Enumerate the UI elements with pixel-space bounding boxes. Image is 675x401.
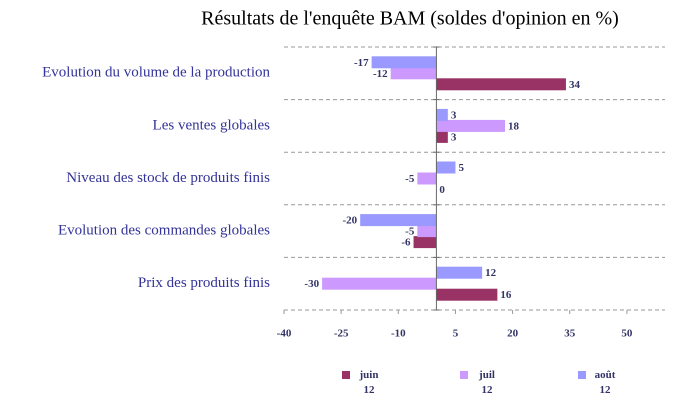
bar bbox=[413, 236, 437, 249]
bar bbox=[436, 78, 566, 91]
category-label: Evolution des commandes globales bbox=[58, 223, 270, 239]
x-tick-label: 50 bbox=[621, 328, 633, 340]
value-label: -30 bbox=[304, 278, 319, 290]
legend-item: juil 12 bbox=[460, 368, 500, 398]
x-tick-label: 35 bbox=[564, 328, 576, 340]
value-label: 12 bbox=[485, 267, 497, 279]
value-label: 3 bbox=[451, 109, 457, 121]
value-label: -17 bbox=[354, 57, 369, 69]
bar bbox=[436, 130, 448, 143]
value-label: -12 bbox=[373, 68, 388, 80]
bar bbox=[371, 56, 437, 69]
value-label: -5 bbox=[405, 173, 415, 185]
legend-swatch bbox=[578, 371, 586, 379]
value-label: 5 bbox=[458, 162, 464, 174]
legend-item: juin 12 bbox=[342, 368, 382, 398]
legend-label: juil 12 bbox=[479, 369, 495, 396]
legend-label: juin 12 bbox=[359, 369, 379, 396]
bar bbox=[436, 119, 505, 132]
x-tick-label: -25 bbox=[334, 328, 349, 340]
x-tick-label: -40 bbox=[277, 328, 292, 340]
bar bbox=[417, 172, 437, 185]
legend-item: août 12 bbox=[578, 368, 618, 398]
x-tick-label: -10 bbox=[391, 328, 406, 340]
x-tick-label: 20 bbox=[507, 328, 519, 340]
value-label: 3 bbox=[451, 131, 457, 143]
bar bbox=[436, 288, 498, 301]
bar bbox=[322, 277, 437, 290]
value-label: -6 bbox=[401, 237, 411, 249]
category-label: Evolution du volume de la production bbox=[42, 65, 270, 81]
bar bbox=[360, 214, 437, 227]
category-label: Niveau des stock de produits finis bbox=[66, 170, 270, 186]
category-label: Les ventes globales bbox=[153, 117, 271, 133]
x-tick-label: 5 bbox=[453, 328, 459, 340]
value-label: 34 bbox=[569, 79, 581, 91]
value-label: -5 bbox=[405, 226, 415, 238]
bar bbox=[436, 108, 448, 121]
bar bbox=[417, 225, 437, 238]
bar bbox=[436, 161, 456, 174]
legend-swatch bbox=[460, 371, 468, 379]
category-label: Prix des produits finis bbox=[138, 275, 270, 291]
value-label: 16 bbox=[500, 289, 512, 301]
bar bbox=[390, 67, 437, 80]
value-label: 18 bbox=[508, 120, 519, 132]
value-label: 0 bbox=[439, 184, 445, 196]
legend-label: août 12 bbox=[594, 369, 616, 396]
value-label: -20 bbox=[343, 215, 358, 227]
legend-swatch bbox=[342, 371, 350, 379]
chart-title: Résultats de l'enquête BAM (soldes d'opi… bbox=[201, 8, 619, 30]
bar bbox=[436, 266, 483, 279]
